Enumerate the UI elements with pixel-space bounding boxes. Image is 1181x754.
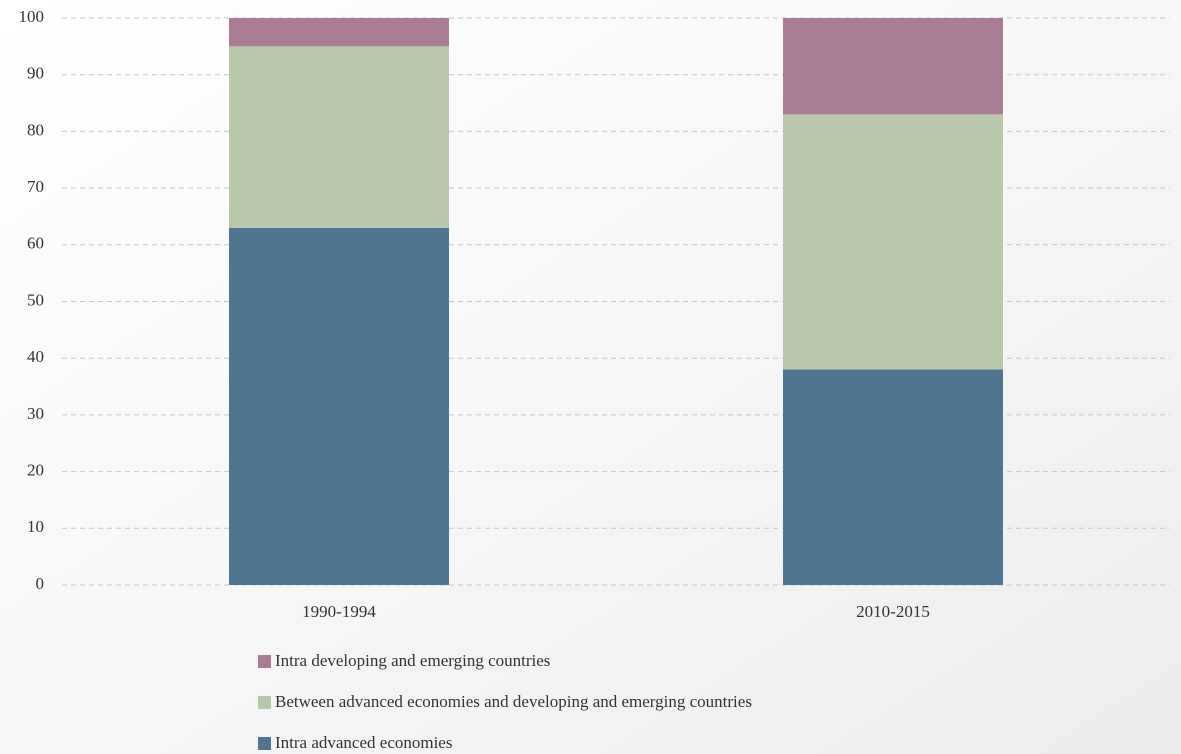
bar-segment — [783, 114, 1003, 369]
bar-segment — [229, 228, 449, 585]
y-tick-label: 30 — [27, 404, 44, 423]
bar-segment — [229, 18, 449, 46]
y-tick-label: 10 — [27, 517, 44, 536]
legend-label: Between advanced economies and developin… — [275, 692, 752, 711]
y-tick-label: 0 — [36, 574, 45, 593]
y-tick-label: 90 — [27, 64, 44, 83]
y-tick-label: 40 — [27, 347, 44, 366]
y-tick-label: 60 — [27, 234, 44, 253]
y-tick-label: 100 — [19, 7, 45, 26]
y-tick-label: 80 — [27, 120, 44, 139]
x-tick-label: 2010-2015 — [856, 602, 930, 621]
y-tick-label: 70 — [27, 177, 44, 196]
chart: 0 10 20 30 40 50 60 70 80 90 100 1990-1994 2010-2015… — [0, 0, 1181, 754]
bar-segment — [783, 18, 1003, 114]
legend-label: Intra developing and emerging countries — [275, 651, 550, 670]
y-tick-label: 20 — [27, 461, 44, 480]
y-tick-label: 50 — [27, 290, 44, 309]
legend-swatch — [258, 696, 271, 709]
legend-swatch — [258, 737, 271, 750]
legend-label: Intra advanced economies — [275, 733, 452, 752]
legend-swatch — [258, 655, 271, 668]
background — [0, 0, 1181, 754]
bar-segment — [229, 46, 449, 227]
x-tick-label: 1990-1994 — [302, 602, 376, 621]
bar-segment — [783, 370, 1003, 585]
